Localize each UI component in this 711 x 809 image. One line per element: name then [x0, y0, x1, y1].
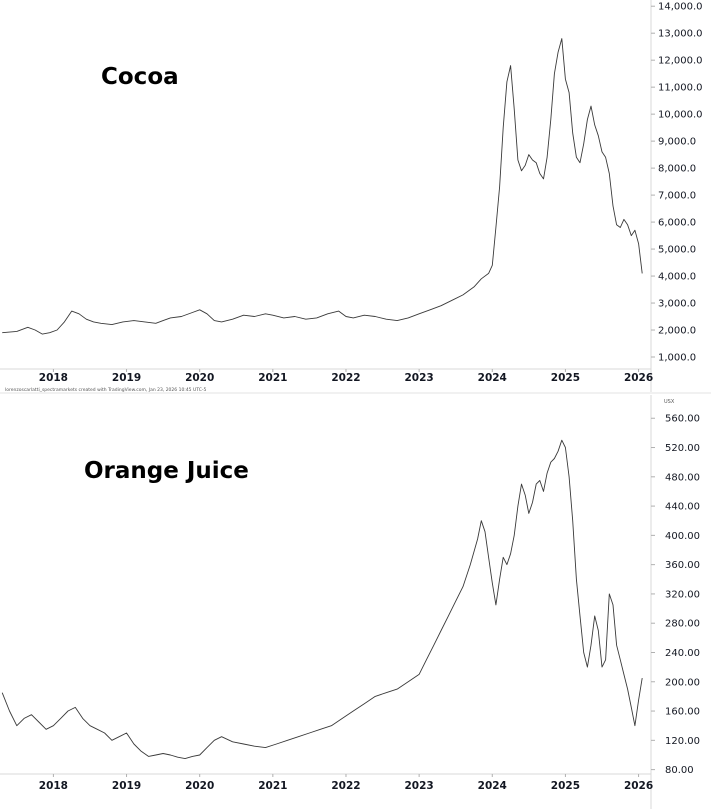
cocoa-y-tick-label: 2,000.0 [658, 326, 696, 337]
cocoa-x-tick-label: 2019 [112, 372, 141, 384]
cocoa-x-tick-label: 2020 [185, 372, 214, 384]
cocoa-y-tick-label: 11,000.0 [658, 83, 703, 94]
cocoa-x-tick-label: 2024 [478, 372, 507, 384]
cocoa-ticks: 1,000.0 2,000.0 3,000.0 4,000.0 5,000.0 6,000… [39, 2, 703, 384]
orange-juice-y-tick-label: 280.00 [665, 619, 700, 630]
orange-juice-x-tick-label: 2025 [551, 780, 580, 792]
cocoa-x-tick-label: 2018 [39, 372, 68, 384]
orange-juice-ticks: 80.00 120.00 160.00 200.00 240.00 280.00 320.0… [39, 414, 700, 792]
orange-juice-y-tick-label: 560.00 [665, 414, 700, 425]
orange-juice-unit-label: USX [664, 399, 675, 405]
orange-juice-y-tick-label: 80.00 [665, 765, 694, 776]
cocoa-price-line [2, 38, 643, 335]
cocoa-y-tick-label: 13,000.0 [658, 29, 703, 40]
orange-juice-y-tick-label: 200.00 [665, 677, 700, 688]
orange-juice-y-tick-label: 120.00 [665, 736, 700, 747]
cocoa-y-tick-label: 12,000.0 [658, 56, 703, 67]
cocoa-y-tick-label: 8,000.0 [658, 164, 696, 175]
cocoa-x-tick-label: 2021 [258, 372, 287, 384]
cocoa-title: Cocoa [101, 64, 179, 90]
orange-juice-title: Orange Juice [84, 458, 249, 484]
cocoa-y-tick-label: 5,000.0 [658, 245, 696, 256]
orange-juice-y-tick-label: 160.00 [665, 707, 700, 718]
orange-juice-x-tick-label: 2020 [185, 780, 214, 792]
orange-juice-chart-panel: USX 80.00 120.00 160.00 200.00 240.00 280.00 3… [0, 395, 700, 809]
orange-juice-price-line [1, 439, 643, 760]
orange-juice-x-tick-label: 2026 [624, 780, 653, 792]
cocoa-y-tick-label: 1,000.0 [658, 353, 696, 364]
orange-juice-y-tick-label: 240.00 [665, 648, 700, 659]
orange-juice-x-tick-label: 2023 [405, 780, 434, 792]
orange-juice-y-tick-label: 440.00 [665, 502, 700, 513]
orange-juice-y-tick-label: 400.00 [665, 531, 700, 542]
orange-juice-y-tick-label: 520.00 [665, 443, 700, 454]
orange-juice-x-tick-label: 2021 [258, 780, 287, 792]
cocoa-x-tick-label: 2026 [624, 372, 653, 384]
cocoa-y-tick-label: 3,000.0 [658, 299, 696, 310]
orange-juice-y-tick-label: 480.00 [665, 472, 700, 483]
orange-juice-x-tick-label: 2022 [331, 780, 360, 792]
cocoa-x-tick-label: 2025 [551, 372, 580, 384]
orange-juice-y-tick-label: 320.00 [665, 589, 700, 600]
cocoa-y-tick-label: 6,000.0 [658, 218, 696, 229]
orange-juice-x-tick-label: 2019 [112, 780, 141, 792]
cocoa-chart-panel: 1,000.0 2,000.0 3,000.0 4,000.0 5,000.0 6,000… [0, 0, 703, 392]
cocoa-x-tick-label: 2022 [331, 372, 360, 384]
orange-juice-x-tick-label: 2024 [478, 780, 507, 792]
cocoa-y-tick-label: 4,000.0 [658, 272, 696, 283]
orange-juice-x-tick-label: 2018 [39, 780, 68, 792]
cocoa-x-tick-label: 2023 [405, 372, 434, 384]
cocoa-y-tick-label: 10,000.0 [658, 110, 703, 121]
cocoa-y-tick-label: 7,000.0 [658, 191, 696, 202]
cocoa-y-tick-label: 14,000.0 [658, 2, 703, 13]
chart-credit: lorenzoscarlatti_spectramarkets created … [5, 387, 207, 393]
orange-juice-y-tick-label: 360.00 [665, 560, 700, 571]
cocoa-y-tick-label: 9,000.0 [658, 137, 696, 148]
